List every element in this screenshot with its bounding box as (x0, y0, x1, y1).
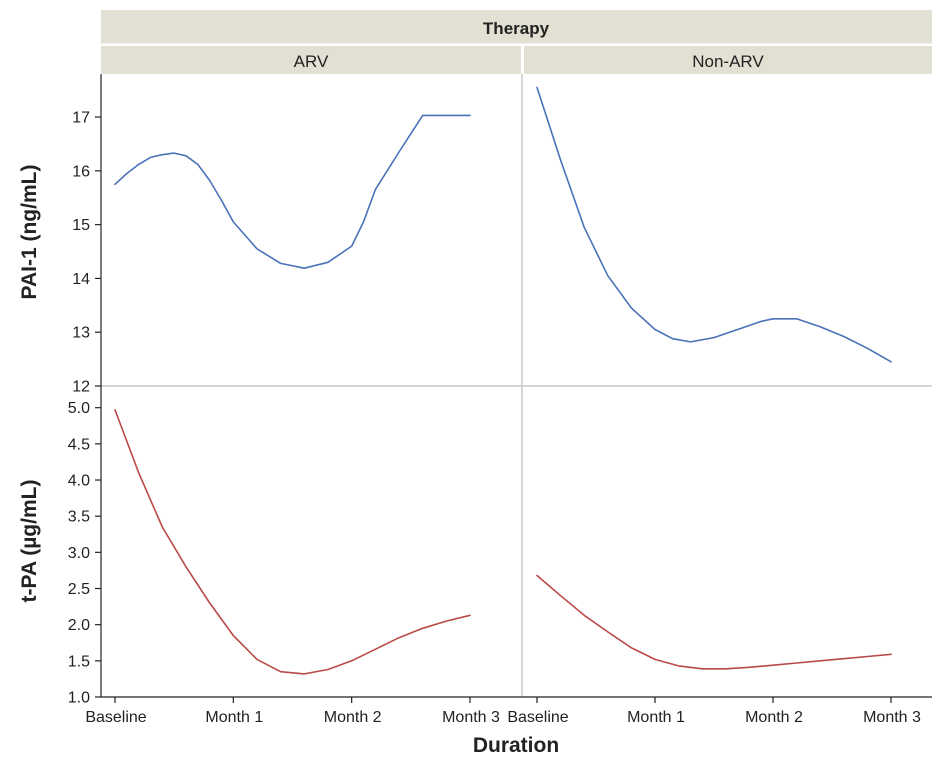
x-tick-label: Month 1 (627, 709, 685, 726)
y-tick-label: 1.0 (68, 690, 90, 707)
chart-marks: 12 13 14 15 16 17 1.0 1.5 2.0 2.5 3.0 3.5 4.0 4.5 5.0 B… (68, 86, 921, 726)
x-tick-label: Month 1 (205, 709, 263, 726)
tpa-arv-line (114, 409, 471, 675)
y-tick-label: 13 (72, 325, 90, 342)
y-tick-label: 3.0 (68, 545, 90, 562)
x-tick-label: Baseline (85, 709, 146, 726)
column-header-nonarv-bg (524, 46, 932, 74)
tpa-nonarv-line (536, 574, 892, 670)
x-tick-label: Month 2 (324, 709, 382, 726)
column-header-arv-bg (101, 46, 521, 74)
x-tick-label: Month 3 (863, 709, 921, 726)
y-tick-label: 4.0 (68, 473, 90, 490)
y-tick-label: 17 (72, 110, 90, 127)
x-axis-title: Duration (473, 734, 559, 757)
column-header-nonarv: Non-ARV (692, 52, 764, 71)
x-tick-label: Month 3 (442, 709, 500, 726)
y-tick-label: 4.5 (68, 436, 90, 453)
y-axis-title-pai1: PAI-1 (ng/mL) (18, 165, 41, 300)
y-tick-label: 15 (72, 217, 90, 234)
pai1-nonarv-line (536, 86, 892, 363)
y-tick-label: 14 (72, 271, 90, 288)
y-tick-label: 1.5 (68, 653, 90, 670)
x-tick-label: Month 2 (745, 709, 803, 726)
y-tick-label: 2.5 (68, 581, 90, 598)
y-tick-label: 12 (72, 379, 90, 396)
column-header-arv: ARV (294, 52, 329, 71)
x-tick-label: Baseline (507, 709, 568, 726)
pai1-arv-line (114, 114, 471, 270)
strip-title-bg (101, 10, 932, 45)
y-tick-label: 16 (72, 163, 90, 180)
y-tick-label: 5.0 (68, 400, 90, 417)
y-axis-title-tpa: t-PA (µg/mL) (18, 480, 41, 603)
y-tick-label: 2.0 (68, 617, 90, 634)
y-tick-label: 3.5 (68, 509, 90, 526)
strip-title: Therapy (483, 19, 550, 38)
